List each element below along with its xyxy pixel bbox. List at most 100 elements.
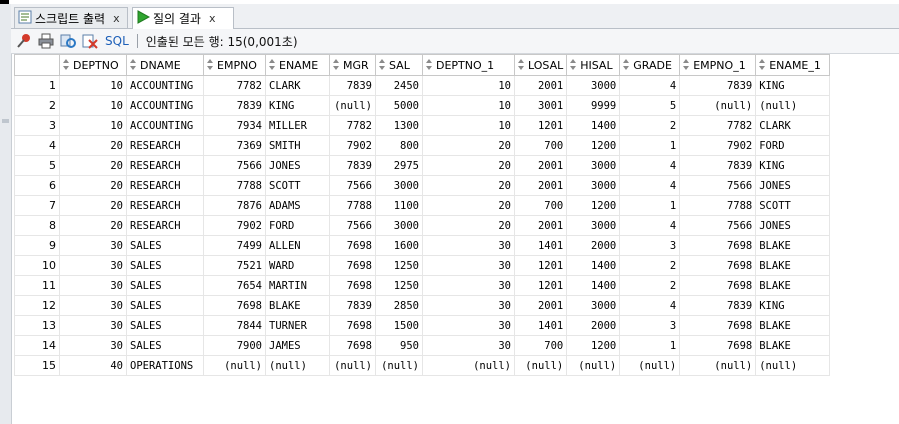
- cell-losal[interactable]: 700: [513, 195, 568, 216]
- cell-deptno-1[interactable]: 20: [422, 215, 515, 236]
- cell-dname[interactable]: RESEARCH: [126, 155, 204, 176]
- cell-deptno[interactable]: 30: [59, 275, 127, 296]
- column-header-ename-1[interactable]: ENAME_1: [755, 54, 831, 76]
- cell-grade[interactable]: 4: [619, 215, 681, 236]
- cell-hisal[interactable]: 1200: [566, 195, 621, 216]
- column-header-sal[interactable]: SAL: [375, 54, 423, 76]
- cell-dname[interactable]: SALES: [126, 275, 204, 296]
- tab-script-output[interactable]: 스크립트 출력 x: [14, 7, 128, 28]
- cell-empno[interactable]: 7844: [203, 315, 266, 336]
- column-header-grade[interactable]: GRADE: [619, 54, 681, 76]
- cell-mgr[interactable]: 7698: [329, 255, 376, 276]
- cell-mgr[interactable]: 7566: [329, 175, 376, 196]
- cell-ename-1[interactable]: BLAKE: [755, 315, 831, 336]
- cell-ename-1[interactable]: KING: [755, 295, 831, 316]
- cell-empno[interactable]: 7839: [203, 95, 266, 116]
- cell-losal[interactable]: 1201: [513, 255, 568, 276]
- cell-empno-1[interactable]: 7698: [679, 315, 757, 336]
- cell-hisal[interactable]: 1200: [566, 335, 621, 356]
- cell-ename[interactable]: BLAKE: [265, 295, 330, 316]
- cell-empno-1[interactable]: 7839: [679, 75, 757, 96]
- table-row[interactable]: 10 30 SALES 7521 WARD 7698 1250 30 1201 1400 2 7698…: [14, 255, 831, 276]
- cell-mgr[interactable]: 7698: [329, 235, 376, 256]
- cell-deptno-1[interactable]: 20: [422, 155, 515, 176]
- cell-dname[interactable]: SALES: [126, 255, 204, 276]
- cell-mgr[interactable]: 7698: [329, 275, 376, 296]
- cell-dname[interactable]: RESEARCH: [126, 195, 204, 216]
- cell-dname[interactable]: ACCOUNTING: [126, 75, 204, 96]
- cell-mgr[interactable]: 7698: [329, 335, 376, 356]
- cell-dname[interactable]: RESEARCH: [126, 215, 204, 236]
- cell-hisal[interactable]: 2000: [566, 235, 621, 256]
- cell-sal[interactable]: 950: [375, 335, 423, 356]
- column-header-ename[interactable]: ENAME: [265, 54, 330, 76]
- cell-losal[interactable]: 2001: [513, 215, 568, 236]
- cell-ename-1[interactable]: BLAKE: [755, 275, 831, 296]
- cell-sal[interactable]: 5000: [375, 95, 423, 116]
- cell-grade[interactable]: 4: [619, 155, 681, 176]
- table-row[interactable]: 2 10 ACCOUNTING 7839 KING (null) 5000 10 3001 999…: [14, 95, 831, 116]
- cell-losal[interactable]: 1401: [513, 315, 568, 336]
- cell-deptno-1[interactable]: 30: [422, 315, 515, 336]
- cell-dname[interactable]: ACCOUNTING: [126, 115, 204, 136]
- row-number[interactable]: 3: [14, 115, 60, 136]
- table-row[interactable]: 4 20 RESEARCH 7369 SMITH 7902 800 20 700 1200 1 790…: [14, 135, 831, 156]
- column-header-empno-1[interactable]: EMPNO_1: [679, 54, 757, 76]
- cell-dname[interactable]: SALES: [126, 335, 204, 356]
- cell-losal[interactable]: 2001: [513, 175, 568, 196]
- cell-empno-1[interactable]: 7566: [679, 215, 757, 236]
- cell-ename[interactable]: CLARK: [265, 75, 330, 96]
- cell-empno[interactable]: 7654: [203, 275, 266, 296]
- cell-hisal[interactable]: (null): [566, 355, 621, 376]
- cell-grade[interactable]: 3: [619, 315, 681, 336]
- cell-grade[interactable]: (null): [619, 355, 681, 376]
- cell-dname[interactable]: SALES: [126, 315, 204, 336]
- cell-deptno[interactable]: 30: [59, 295, 127, 316]
- cell-dname[interactable]: RESEARCH: [126, 175, 204, 196]
- cell-empno-1[interactable]: 7698: [679, 235, 757, 256]
- cell-hisal[interactable]: 2000: [566, 315, 621, 336]
- cell-empno-1[interactable]: (null): [679, 95, 757, 116]
- cell-sal[interactable]: 3000: [375, 215, 423, 236]
- cell-ename[interactable]: (null): [265, 355, 330, 376]
- cell-ename-1[interactable]: JONES: [755, 215, 831, 236]
- cell-deptno-1[interactable]: 30: [422, 275, 515, 296]
- cell-sal[interactable]: 3000: [375, 175, 423, 196]
- cell-ename[interactable]: SCOTT: [265, 175, 330, 196]
- cell-ename[interactable]: ALLEN: [265, 235, 330, 256]
- cell-empno-1[interactable]: 7698: [679, 335, 757, 356]
- cell-grade[interactable]: 4: [619, 175, 681, 196]
- cell-ename-1[interactable]: KING: [755, 75, 831, 96]
- table-row[interactable]: 9 30 SALES 7499 ALLEN 7698 1600 30 1401 2000 3 7698…: [14, 235, 831, 256]
- cell-deptno[interactable]: 20: [59, 135, 127, 156]
- cell-deptno-1[interactable]: 20: [422, 135, 515, 156]
- cell-losal[interactable]: 700: [513, 335, 568, 356]
- cell-sal[interactable]: 2850: [375, 295, 423, 316]
- cell-dname[interactable]: ACCOUNTING: [126, 95, 204, 116]
- table-row[interactable]: 8 20 RESEARCH 7902 FORD 7566 3000 20 2001 3000 4 75…: [14, 215, 831, 236]
- column-header-hisal[interactable]: HISAL: [566, 54, 621, 76]
- cell-mgr[interactable]: 7839: [329, 155, 376, 176]
- row-number[interactable]: 12: [14, 295, 60, 316]
- cell-losal[interactable]: 2001: [513, 295, 568, 316]
- cell-empno[interactable]: 7499: [203, 235, 266, 256]
- cell-ename-1[interactable]: FORD: [755, 135, 831, 156]
- tab-query-result[interactable]: 질의 결과 x: [132, 7, 234, 29]
- cell-deptno-1[interactable]: 30: [422, 255, 515, 276]
- cell-empno-1[interactable]: 7902: [679, 135, 757, 156]
- cell-sal[interactable]: 800: [375, 135, 423, 156]
- cell-empno-1[interactable]: 7566: [679, 175, 757, 196]
- row-number[interactable]: 15: [14, 355, 60, 376]
- refresh-icon[interactable]: [59, 32, 77, 50]
- cell-hisal[interactable]: 1400: [566, 275, 621, 296]
- cell-ename-1[interactable]: CLARK: [755, 115, 831, 136]
- cell-deptno[interactable]: 10: [59, 115, 127, 136]
- table-row[interactable]: 14 30 SALES 7900 JAMES 7698 950 30 700 1200 1 7698 B…: [14, 335, 831, 356]
- cell-deptno[interactable]: 20: [59, 215, 127, 236]
- row-number[interactable]: 7: [14, 195, 60, 216]
- clear-icon[interactable]: [81, 32, 99, 50]
- cell-empno[interactable]: 7566: [203, 155, 266, 176]
- cell-deptno-1[interactable]: 10: [422, 95, 515, 116]
- cell-grade[interactable]: 3: [619, 235, 681, 256]
- cell-empno[interactable]: 7934: [203, 115, 266, 136]
